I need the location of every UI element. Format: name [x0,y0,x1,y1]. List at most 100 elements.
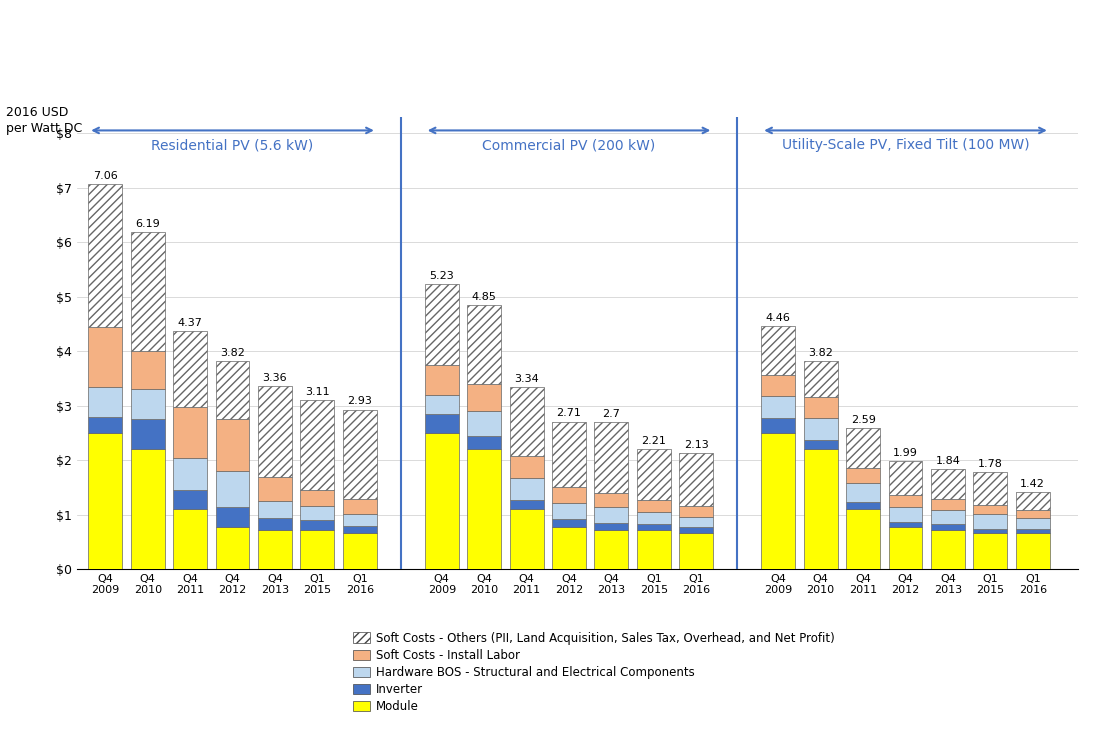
Bar [594,523,628,529]
Bar [88,433,122,569]
Bar [931,469,965,499]
Bar [637,449,671,500]
Bar [1015,492,1049,510]
Bar [131,420,165,450]
Text: 1.99: 1.99 [893,447,917,458]
Bar [889,495,923,507]
Bar [552,519,586,527]
Text: 3.82: 3.82 [220,347,245,358]
Bar [846,502,880,510]
Bar [468,411,502,436]
Text: 4.37: 4.37 [178,318,202,328]
Bar [761,375,795,396]
Text: 3.36: 3.36 [263,373,287,383]
Bar [258,477,292,502]
Bar [509,499,543,510]
Bar [974,533,1008,569]
Bar [804,450,837,569]
Bar [594,507,628,523]
Bar [509,478,543,499]
Bar [931,524,965,529]
Bar [637,529,671,569]
Bar [258,502,292,518]
Bar [1015,529,1049,533]
Bar [88,185,122,327]
Text: 2.71: 2.71 [557,408,582,418]
Bar [258,386,292,477]
Bar [594,529,628,569]
Text: Utility-Scale PV, Fixed Tilt (100 MW): Utility-Scale PV, Fixed Tilt (100 MW) [782,138,1030,153]
Bar [761,433,795,569]
Text: 1.42: 1.42 [1021,479,1045,488]
Bar [131,389,165,420]
Bar [931,499,965,510]
Bar [131,450,165,569]
Text: 2.93: 2.93 [348,396,372,407]
Bar [300,520,334,529]
Bar [552,527,586,569]
Bar [931,510,965,524]
Bar [974,472,1008,504]
Text: 2016 USD
per Watt DC: 2016 USD per Watt DC [6,106,81,135]
Bar [974,515,1008,529]
Bar [300,490,334,506]
Bar [509,456,543,478]
Bar [131,232,165,351]
Bar [761,326,795,375]
Bar [889,461,923,495]
Text: 6.19: 6.19 [135,218,161,228]
Bar [216,420,250,472]
Bar [173,510,207,569]
Bar [846,429,880,468]
Bar [425,395,459,414]
Bar [552,503,586,519]
Bar [637,512,671,524]
Bar [1015,533,1049,569]
Text: 7.06: 7.06 [92,171,118,181]
Bar [804,361,837,397]
Bar [88,327,122,387]
Bar [1015,518,1049,529]
Bar [804,439,837,450]
Bar [680,506,713,517]
Bar [216,527,250,569]
Bar [846,510,880,569]
Bar [889,522,923,527]
Bar [216,472,250,507]
Bar [343,514,376,526]
Bar [425,284,459,365]
Legend: Soft Costs - Others (PII, Land Acquisition, Sales Tax, Overhead, and Net Profit): Soft Costs - Others (PII, Land Acquisiti… [350,629,838,717]
Bar [425,414,459,433]
Text: Commercial PV (200 kW): Commercial PV (200 kW) [483,138,656,153]
Bar [680,527,713,533]
Bar [216,507,250,527]
Bar [468,384,502,411]
Bar [300,529,334,569]
Bar [680,517,713,527]
Text: 2.13: 2.13 [684,440,708,450]
Bar [173,491,207,510]
Bar [216,361,250,420]
Bar [343,533,376,569]
Bar [889,527,923,569]
Bar [258,518,292,529]
Bar [594,493,628,507]
Bar [173,331,207,407]
Bar [1015,510,1049,518]
Bar [974,529,1008,533]
Bar [594,422,628,493]
Bar [680,533,713,569]
Text: 5.23: 5.23 [429,271,454,281]
Bar [761,396,795,418]
Text: 1.84: 1.84 [935,456,960,466]
Bar [258,529,292,569]
Bar [637,524,671,529]
Bar [300,400,334,490]
Bar [425,433,459,569]
Bar [468,305,502,384]
Bar [173,407,207,458]
Bar [425,365,459,395]
Bar [889,507,923,522]
Text: 3.11: 3.11 [305,387,330,396]
Text: 2.59: 2.59 [850,415,876,425]
